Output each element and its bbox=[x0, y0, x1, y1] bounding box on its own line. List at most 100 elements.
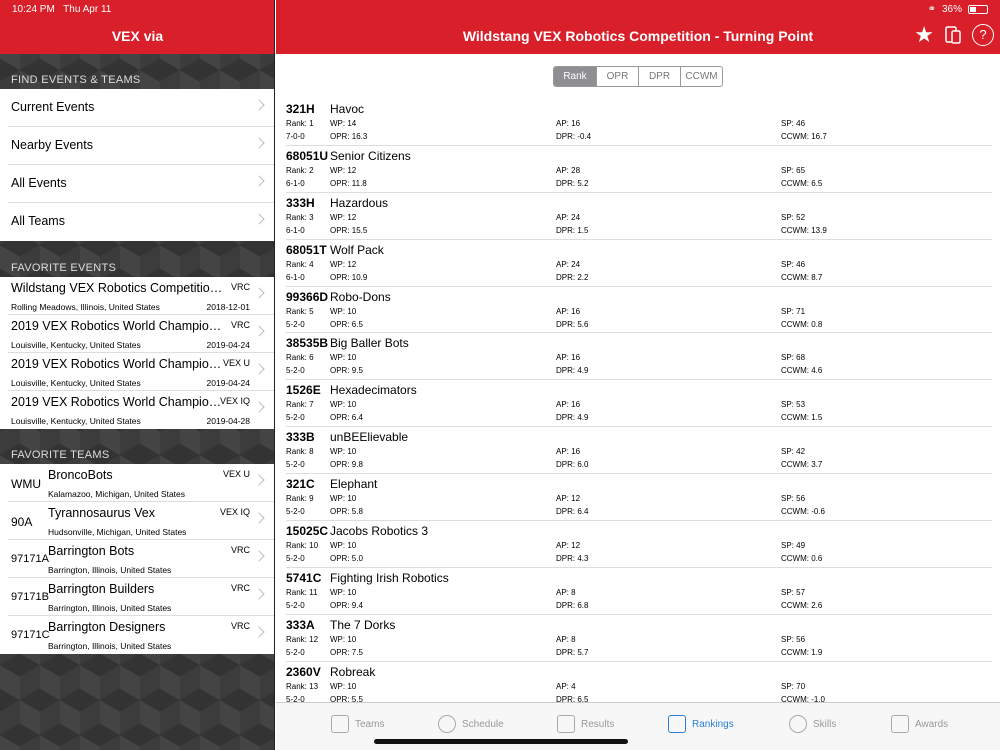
sidebar: 10:24 PM Thu Apr 11 VEX via FIND EVENTS … bbox=[0, 0, 275, 750]
ranking-row[interactable]: 15025C Jacobs Robotics 3 Rank: 10 5-2-0 WP: … bbox=[286, 521, 992, 568]
record-value: 5-2-0 bbox=[286, 319, 305, 329]
team-location: Barrington, Illinois, United States bbox=[48, 565, 172, 575]
ap-value: AP: 24 bbox=[556, 212, 581, 222]
ranking-row[interactable]: 99366D Robo-Dons Rank: 5 5-2-0 WP: 10 OPR: 6.… bbox=[286, 287, 992, 334]
ranking-row[interactable]: 68051U Senior Citizens Rank: 2 6-1-0 WP: 12 O… bbox=[286, 146, 992, 193]
favorite-teams-group: WMU BroncoBots VEX U Kalamazoo, Michigan… bbox=[0, 464, 274, 654]
segment-dpr[interactable]: DPR bbox=[638, 67, 680, 86]
event-program: VRC bbox=[230, 282, 250, 292]
rank-value: Rank: 2 bbox=[286, 165, 314, 175]
favorite-team-item[interactable]: 97171C Barrington Designers VRC Barringt… bbox=[8, 616, 274, 654]
team-name: Hazardous bbox=[330, 195, 389, 210]
status-time: 10:24 PM bbox=[12, 4, 55, 15]
rankings-list[interactable]: 321H Havoc Rank: 1 7-0-0 WP: 14 OPR: 16.3 AP: … bbox=[286, 99, 992, 703]
ranking-row[interactable]: 5741C Fighting Irish Robotics Rank: 11 5-2-… bbox=[286, 568, 992, 615]
nav-current-events[interactable]: Current Events bbox=[8, 89, 274, 127]
segment-opr[interactable]: OPR bbox=[596, 67, 638, 86]
dpr-value: DPR: 6.0 bbox=[556, 460, 589, 470]
segment-rank[interactable]: Rank bbox=[554, 67, 596, 86]
tab-results[interactable]: Results bbox=[557, 715, 614, 733]
event-date: 2019-04-24 bbox=[206, 378, 250, 388]
opr-value: OPR: 6.4 bbox=[330, 413, 363, 423]
sp-value: SP: 56 bbox=[781, 494, 806, 504]
team-location: Barrington, Illinois, United States bbox=[48, 641, 172, 651]
main-panel: ⚭ 36% Wildstang VEX Robotics Competition… bbox=[276, 0, 1000, 750]
ap-value: AP: 28 bbox=[556, 165, 581, 175]
rank-value: Rank: 5 bbox=[286, 306, 314, 316]
favorite-team-item[interactable]: 90A Tyrannosaurus Vex VEX IQ Hudsonville… bbox=[8, 502, 274, 540]
team-number: 333B bbox=[286, 430, 315, 445]
ranking-row[interactable]: 1526E Hexadecimators Rank: 7 5-2-0 WP: 10 OPR… bbox=[286, 380, 992, 428]
team-name: Big Baller Bots bbox=[330, 336, 409, 351]
opr-value: OPR: 10.9 bbox=[330, 272, 368, 282]
record-value: 6-1-0 bbox=[286, 272, 305, 282]
segment-ccwm[interactable]: CCWM bbox=[680, 67, 722, 86]
favorite-star-icon[interactable]: ★ bbox=[914, 22, 934, 47]
favorite-event-item[interactable]: 2019 VEX Robotics World Champions... VEX… bbox=[8, 353, 274, 391]
record-value: 5-2-0 bbox=[286, 366, 305, 376]
ccwm-value: CCWM: 8.7 bbox=[781, 272, 823, 282]
ranking-row[interactable]: 321C Elephant Rank: 9 5-2-0 WP: 10 OPR: 5.8 AP… bbox=[286, 474, 992, 522]
team-name: Jacobs Robotics 3 bbox=[330, 524, 429, 539]
favorite-team-item[interactable]: 97171B Barrington Builders VRC Barringto… bbox=[8, 578, 274, 616]
chevron-right-icon bbox=[253, 401, 265, 413]
ccwm-value: CCWM: -1.0 bbox=[781, 694, 825, 703]
nav-label: All Teams bbox=[11, 214, 65, 228]
trophy-icon bbox=[891, 715, 909, 733]
wp-value: WP: 12 bbox=[330, 165, 357, 175]
favorite-teams-header: FAVORITE TEAMS bbox=[11, 449, 110, 461]
event-program: VRC bbox=[230, 320, 250, 330]
help-icon[interactable]: ? bbox=[972, 24, 994, 46]
battery-icon bbox=[968, 5, 988, 14]
wp-value: WP: 10 bbox=[330, 400, 357, 410]
team-number: 68051T bbox=[286, 242, 327, 257]
ccwm-value: CCWM: 1.9 bbox=[781, 647, 823, 657]
ccwm-value: CCWM: 16.7 bbox=[781, 132, 827, 141]
nav-all-events[interactable]: All Events bbox=[8, 165, 274, 203]
nav-nearby-events[interactable]: Nearby Events bbox=[8, 127, 274, 165]
dpr-value: DPR: 6.4 bbox=[556, 507, 589, 517]
wp-value: WP: 14 bbox=[330, 119, 357, 128]
opr-value: OPR: 5.0 bbox=[330, 554, 363, 564]
wp-value: WP: 10 bbox=[330, 447, 357, 457]
opr-value: OPR: 9.4 bbox=[330, 600, 363, 610]
team-number: 68051U bbox=[286, 148, 329, 163]
nav-all-teams[interactable]: All Teams bbox=[8, 203, 274, 241]
ranking-row[interactable]: 333A The 7 Dorks Rank: 12 5-2-0 WP: 10 OPR: 7… bbox=[286, 615, 992, 662]
favorite-event-item[interactable]: 2019 VEX Robotics World Champions... VRC… bbox=[8, 315, 274, 353]
tab-label: Results bbox=[581, 718, 615, 730]
status-date: Thu Apr 11 bbox=[63, 4, 112, 15]
tab-awards[interactable]: Awards bbox=[891, 715, 948, 733]
ranking-row[interactable]: 333B unBEElievable Rank: 8 5-2-0 WP: 10 OPR: … bbox=[286, 427, 992, 475]
ranking-row[interactable]: 333H Hazardous Rank: 3 6-1-0 WP: 12 OPR: 15.5… bbox=[286, 193, 992, 240]
wp-value: WP: 10 bbox=[330, 306, 357, 316]
tab-label: Skills bbox=[813, 718, 837, 730]
tab-schedule[interactable]: Schedule bbox=[438, 715, 504, 733]
team-name: Fighting Irish Robotics bbox=[330, 570, 449, 585]
record-value: 5-2-0 bbox=[286, 694, 305, 703]
team-program: VRC bbox=[230, 583, 250, 593]
favorite-team-item[interactable]: WMU BroncoBots VEX U Kalamazoo, Michigan… bbox=[8, 464, 274, 502]
share-device-icon[interactable] bbox=[944, 25, 962, 45]
tab-teams[interactable]: Teams bbox=[331, 715, 384, 733]
favorite-event-item[interactable]: Wildstang VEX Robotics Competition... VR… bbox=[8, 277, 274, 315]
event-location: Louisville, Kentucky, United States bbox=[11, 416, 141, 426]
team-number: 321H bbox=[286, 102, 315, 116]
chevron-right-icon bbox=[253, 137, 265, 149]
favorite-event-item[interactable]: 2019 VEX Robotics World Champions... VEX… bbox=[8, 391, 274, 429]
team-name: Barrington Designers bbox=[48, 620, 166, 634]
chevron-right-icon bbox=[253, 512, 265, 524]
ranking-row[interactable]: 2360V Robreak Rank: 13 5-2-0 WP: 10 OPR: 5.5 A… bbox=[286, 662, 992, 703]
tab-skills[interactable]: Skills bbox=[789, 715, 836, 733]
wp-value: WP: 10 bbox=[330, 353, 357, 363]
tab-rankings[interactable]: Rankings bbox=[668, 715, 734, 733]
ranking-row[interactable]: 321H Havoc Rank: 1 7-0-0 WP: 14 OPR: 16.3 AP: … bbox=[286, 99, 992, 146]
ranking-row[interactable]: 68051T Wolf Pack Rank: 4 6-1-0 WP: 12 OPR: 10… bbox=[286, 240, 992, 287]
favorite-team-item[interactable]: 97171A Barrington Bots VRC Barrington, I… bbox=[8, 540, 274, 578]
team-program: VEX U bbox=[222, 469, 250, 479]
wp-value: WP: 10 bbox=[330, 541, 357, 551]
ranking-row[interactable]: 38535B Big Baller Bots Rank: 6 5-2-0 WP: 10 O… bbox=[286, 333, 992, 381]
team-number: 321C bbox=[286, 477, 315, 492]
team-number: 5741C bbox=[286, 570, 322, 585]
sp-value: SP: 57 bbox=[781, 587, 806, 597]
